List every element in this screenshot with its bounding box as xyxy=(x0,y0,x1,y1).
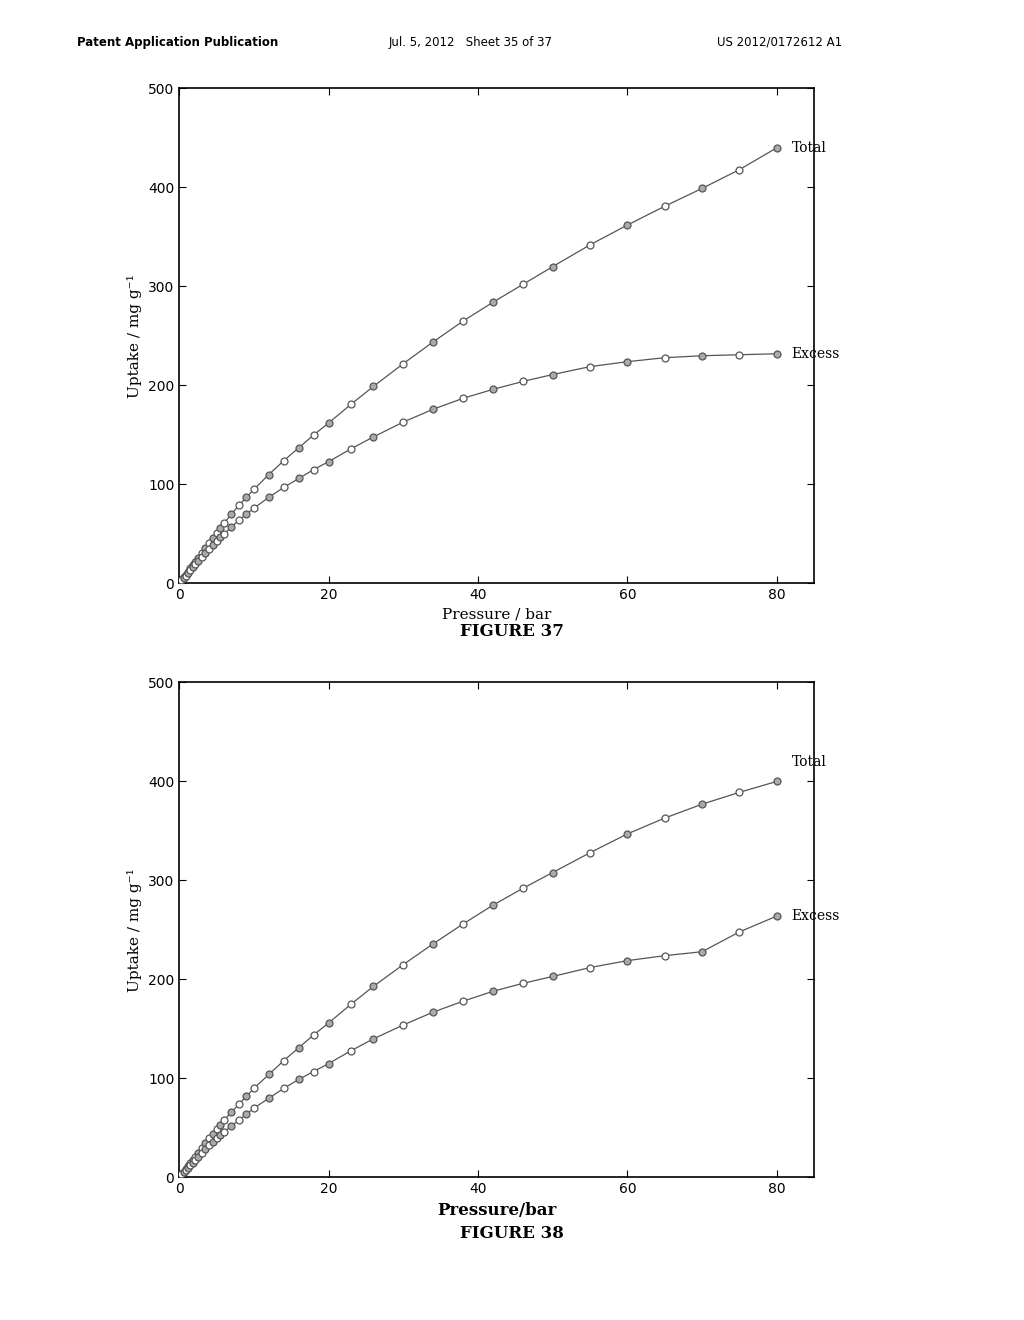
Text: US 2012/0172612 A1: US 2012/0172612 A1 xyxy=(717,36,842,49)
Text: Jul. 5, 2012   Sheet 35 of 37: Jul. 5, 2012 Sheet 35 of 37 xyxy=(389,36,553,49)
X-axis label: Pressure/bar: Pressure/bar xyxy=(437,1201,556,1218)
Text: Excess: Excess xyxy=(792,347,840,360)
X-axis label: Pressure / bar: Pressure / bar xyxy=(442,607,551,622)
Text: FIGURE 38: FIGURE 38 xyxy=(460,1225,564,1242)
Text: Patent Application Publication: Patent Application Publication xyxy=(77,36,279,49)
Text: Total: Total xyxy=(792,141,826,154)
Text: Total: Total xyxy=(792,755,826,768)
Y-axis label: Uptake / mg g⁻¹: Uptake / mg g⁻¹ xyxy=(127,275,142,397)
Y-axis label: Uptake / mg g⁻¹: Uptake / mg g⁻¹ xyxy=(127,869,142,991)
Text: Excess: Excess xyxy=(792,909,840,923)
Text: FIGURE 37: FIGURE 37 xyxy=(460,623,564,640)
